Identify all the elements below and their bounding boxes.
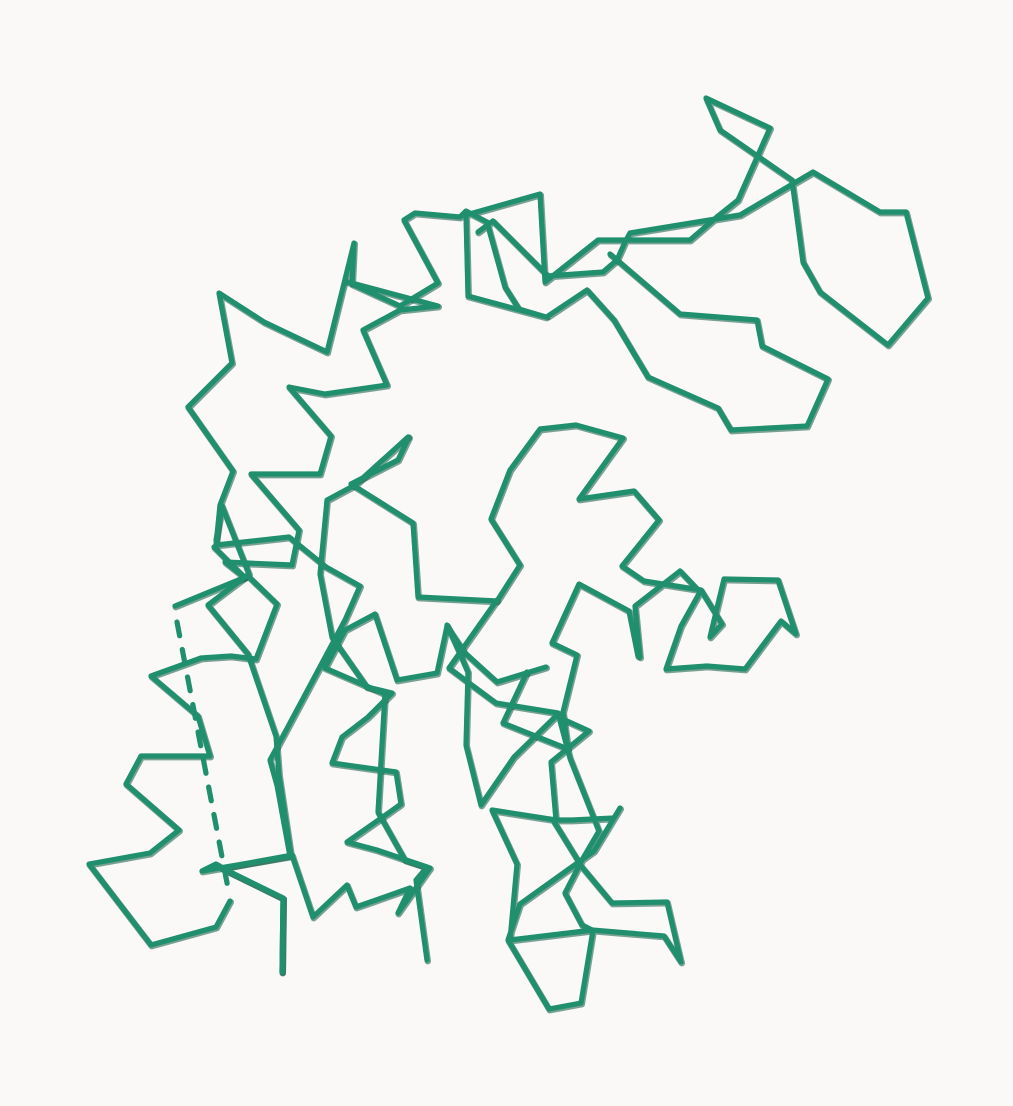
backbone-segment-left-loop [86, 573, 280, 948]
backbone-shadow-0 [219, 612, 551, 977]
backbone-segment-right-loop [545, 251, 831, 433]
backbone-shadow-5 [348, 423, 801, 674]
chain-break-dashed-line [174, 619, 231, 891]
backbone-segment-center [317, 434, 430, 963]
backbone-segment-mid-helix [348, 422, 799, 672]
backbone-segment-lower-mid [500, 581, 641, 752]
backbone-segment-left-helix [185, 95, 931, 975]
backbone-chain-break [174, 619, 231, 891]
backbone-shadow-2 [545, 252, 833, 435]
backbone-segment-upper-arch [219, 611, 549, 975]
backbone-chain-layer [86, 95, 931, 1012]
backbone-shadow-8 [86, 574, 282, 950]
backbone-shadow-4 [317, 435, 432, 965]
backbone-segment-left-inner [205, 503, 294, 858]
backbone-segment-lower-right [444, 597, 684, 1012]
